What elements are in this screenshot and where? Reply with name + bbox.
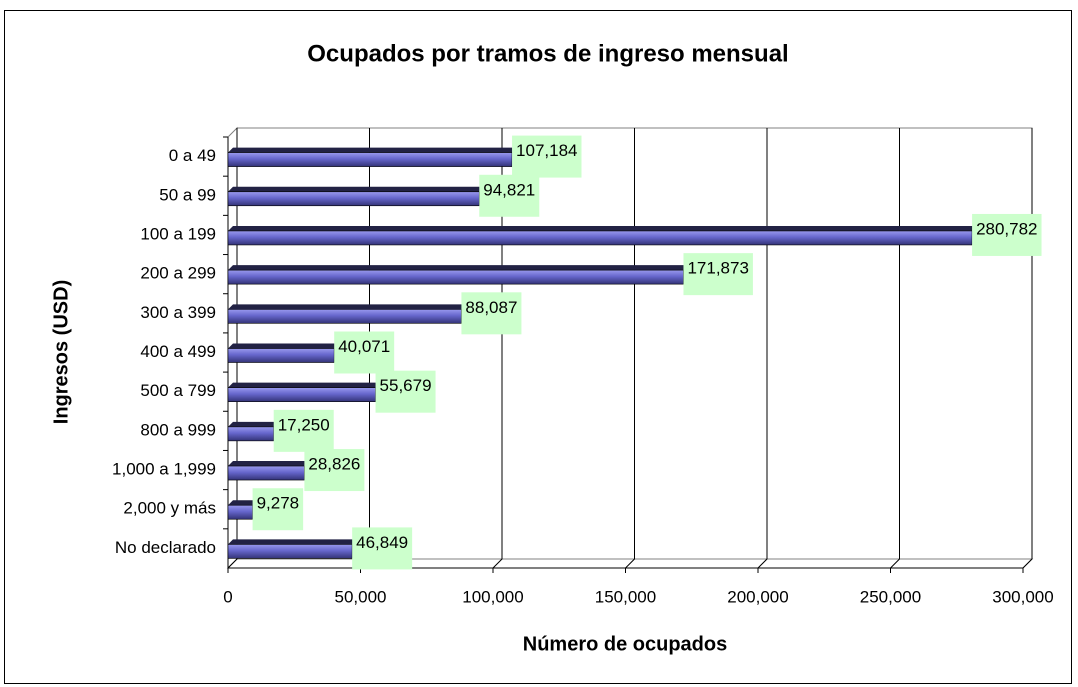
y-tick-label: 500 a 799 <box>140 381 216 400</box>
bar <box>227 387 376 402</box>
value-label: 28,826 <box>308 455 360 474</box>
value-label-bg <box>683 253 753 296</box>
value-label: 171,873 <box>687 259 748 278</box>
value-label: 94,821 <box>483 180 535 199</box>
y-tick-label: 300 a 399 <box>140 303 216 322</box>
x-tick-label: 50,000 <box>335 587 387 606</box>
grid-line <box>890 128 900 569</box>
bar-top <box>228 382 381 388</box>
x-axis-title: Número de ocupados <box>523 633 727 655</box>
x-tick-label: 300,000 <box>992 587 1053 606</box>
y-tick-label: 800 a 999 <box>140 420 216 439</box>
value-label-bg <box>479 174 540 217</box>
value-label-bg <box>972 213 1042 256</box>
grid-line <box>1022 128 1033 569</box>
y-tick-label: 1,000 a 1,999 <box>112 460 216 479</box>
bar-top <box>228 421 279 427</box>
y-tick-label: 400 a 499 <box>140 342 216 361</box>
bar-top <box>228 186 485 192</box>
value-label-bg <box>352 527 413 570</box>
bar <box>227 152 513 167</box>
bar <box>227 191 480 207</box>
value-label: 88,087 <box>465 298 517 317</box>
chart-title: Ocupados por tramos de ingreso mensual <box>307 40 788 67</box>
value-label-bg <box>512 135 582 178</box>
value-label-bg <box>334 331 395 374</box>
bar-top <box>228 225 978 231</box>
value-label-bg <box>252 488 304 531</box>
bar <box>227 504 253 520</box>
value-label: 46,849 <box>356 533 408 552</box>
y-tick-label: No declarado <box>115 538 216 557</box>
y-tick-label: 2,000 y más <box>123 499 216 518</box>
value-label: 9,278 <box>257 494 300 513</box>
y-tick-label: 0 a 49 <box>169 146 216 165</box>
y-axis-title: Ingresos (USD) <box>50 280 72 424</box>
bar-top <box>228 461 310 467</box>
x-tick-label: 0 <box>223 587 232 606</box>
bar <box>227 426 275 442</box>
value-label-bg <box>375 370 436 413</box>
bar-top <box>228 343 340 349</box>
value-label: 280,782 <box>976 219 1037 238</box>
value-label-bg <box>304 449 365 492</box>
bar-top <box>228 265 689 271</box>
x-tick-label: 150,000 <box>595 587 656 606</box>
value-label: 55,679 <box>380 376 432 395</box>
bar <box>227 348 335 363</box>
bar <box>227 230 973 246</box>
value-label: 40,071 <box>338 337 390 356</box>
y-tick-label: 200 a 299 <box>140 264 216 283</box>
bar <box>227 465 305 481</box>
value-label: 107,184 <box>516 141 577 160</box>
value-label: 17,250 <box>278 415 330 434</box>
y-tick-label: 50 a 99 <box>159 185 216 204</box>
y-tick-label: 100 a 199 <box>140 224 216 243</box>
bar-top <box>228 500 258 506</box>
x-tick-label: 100,000 <box>462 587 523 606</box>
x-tick-label: 200,000 <box>727 587 788 606</box>
bar-top <box>228 147 518 153</box>
x-tick-label: 250,000 <box>860 587 921 606</box>
bar-top <box>228 304 467 310</box>
bar-top <box>228 539 358 545</box>
bar <box>227 544 353 559</box>
bar <box>227 309 462 324</box>
value-label-bg <box>461 292 522 335</box>
bar <box>227 269 684 285</box>
grid-line <box>757 128 768 569</box>
value-label-bg <box>273 409 334 452</box>
